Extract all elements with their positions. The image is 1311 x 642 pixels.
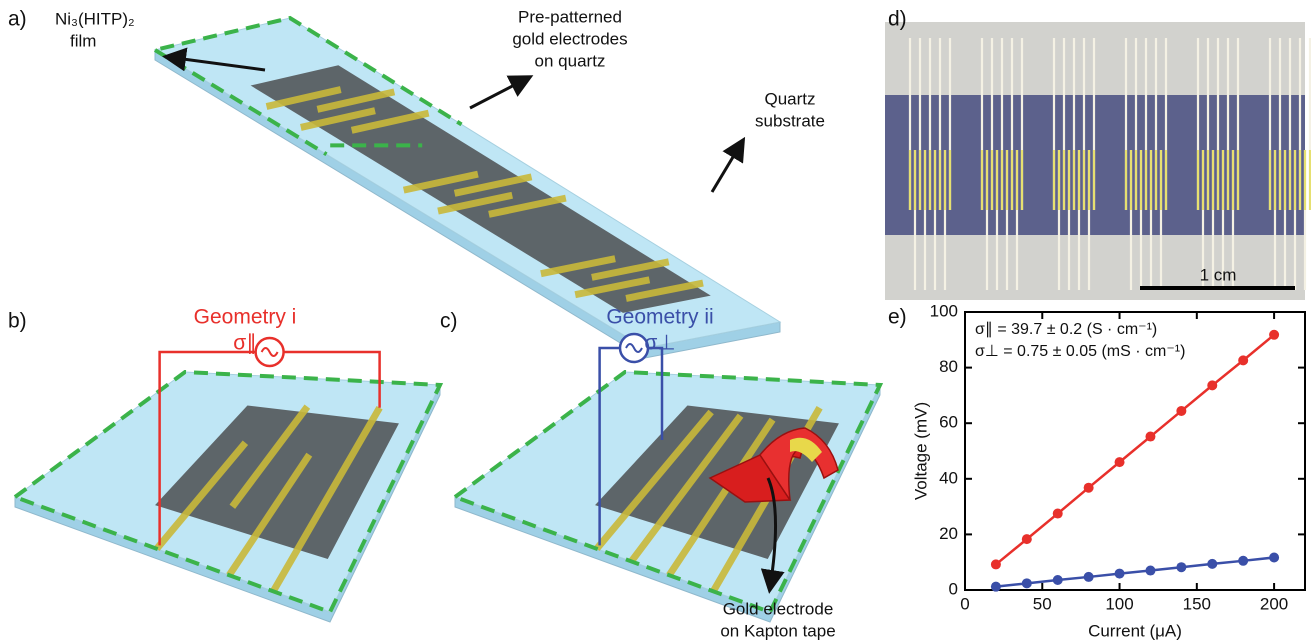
data-point xyxy=(1145,565,1156,576)
pointer xyxy=(760,477,785,594)
electrode xyxy=(229,404,311,509)
film xyxy=(155,405,399,560)
substrate-label: Quartz xyxy=(764,89,815,108)
x-tick-label: 150 xyxy=(1183,594,1211,613)
data-point xyxy=(1052,574,1063,585)
cut-line xyxy=(13,369,444,615)
electrode xyxy=(666,417,776,578)
geometry-title: Geometry i xyxy=(194,306,297,329)
pointer xyxy=(710,136,746,193)
data-point xyxy=(990,559,1001,570)
electrode xyxy=(300,107,376,131)
electrode xyxy=(270,405,383,594)
data-point xyxy=(1021,534,1032,545)
electrode xyxy=(265,86,342,110)
electrode xyxy=(226,452,313,578)
legend-entry: σ∥ = 39.7 ± 0.2 (S · cm⁻¹) xyxy=(975,321,1157,338)
geometry-title: Geometry ii xyxy=(606,306,713,329)
electrode xyxy=(594,409,714,551)
plot-frame xyxy=(964,311,1306,591)
panel-label: e) xyxy=(888,306,907,329)
y-tick-label: 100 xyxy=(930,301,958,320)
data-point xyxy=(1021,578,1032,589)
fit-line xyxy=(995,333,1275,566)
data-point xyxy=(1083,571,1094,582)
kapton-tape xyxy=(759,427,839,501)
ac-symbol xyxy=(260,347,279,357)
electrode xyxy=(540,255,616,278)
data-point xyxy=(1052,508,1063,519)
panel-label: a) xyxy=(8,8,27,31)
electrode xyxy=(453,173,533,197)
electrode xyxy=(574,276,651,299)
data-point xyxy=(1114,457,1125,468)
legend-entry: σ⊥ = 0.75 ± 0.05 (mS · cm⁻¹) xyxy=(975,343,1185,360)
electrode xyxy=(402,170,479,194)
x-tick-label: 0 xyxy=(960,594,969,613)
x-tick-label: 200 xyxy=(1260,594,1288,613)
electrode xyxy=(628,413,744,564)
film-label: film xyxy=(70,31,96,50)
scale-bar-label: 1 cm xyxy=(1200,265,1237,284)
panel-label: b) xyxy=(8,310,27,333)
electrode xyxy=(316,88,396,113)
data-point xyxy=(1269,552,1280,563)
data-point xyxy=(990,581,1001,592)
electrode xyxy=(625,279,704,302)
electrode xyxy=(591,258,670,281)
electrode xyxy=(154,440,249,551)
pointer xyxy=(469,75,534,110)
electrode-label: Pre-patterned xyxy=(518,7,622,26)
panel-label: d) xyxy=(888,8,907,31)
y-tick-label: 20 xyxy=(939,524,958,543)
data-point xyxy=(1176,405,1187,416)
data-point xyxy=(1176,562,1187,573)
geometry-symbol: σ⊥ xyxy=(644,332,675,355)
x-tick-label: 50 xyxy=(1033,594,1052,613)
electrode xyxy=(437,191,513,215)
data-point xyxy=(1207,558,1218,569)
y-axis-label: Voltage (mV) xyxy=(911,402,930,500)
y-tick-label: 40 xyxy=(939,468,958,487)
diagrams xyxy=(13,15,1311,623)
electrode xyxy=(488,194,567,218)
pointer xyxy=(162,47,266,72)
tape-label: on Kapton tape xyxy=(720,621,835,640)
cut-line xyxy=(453,369,884,615)
ac-symbol xyxy=(625,343,643,353)
data-point xyxy=(1238,555,1249,566)
data-point xyxy=(1145,431,1156,442)
substrate-label: substrate xyxy=(755,111,825,130)
data-point xyxy=(1083,482,1094,493)
data-point xyxy=(1114,568,1125,579)
y-tick-label: 0 xyxy=(949,579,958,598)
data-point xyxy=(1269,329,1280,340)
data-point xyxy=(1207,380,1218,391)
tape-electrode xyxy=(790,437,822,462)
electrode xyxy=(350,109,430,134)
x-axis-label: Current (μA) xyxy=(1088,621,1182,640)
film-label: Ni₃(HITP)₂ xyxy=(55,9,135,28)
panel-label: c) xyxy=(440,310,458,333)
cut-line xyxy=(159,15,463,127)
y-tick-label: 80 xyxy=(939,357,958,376)
data-point xyxy=(1238,355,1249,366)
geometry-symbol: σ∥ xyxy=(233,332,256,355)
x-tick-label: 100 xyxy=(1105,594,1133,613)
electrode-label: on quartz xyxy=(535,51,606,70)
tape-label: Gold electrode xyxy=(723,599,834,618)
fit-line xyxy=(995,556,1275,588)
y-tick-label: 60 xyxy=(939,413,958,432)
electrode-label: gold electrodes xyxy=(512,29,627,48)
